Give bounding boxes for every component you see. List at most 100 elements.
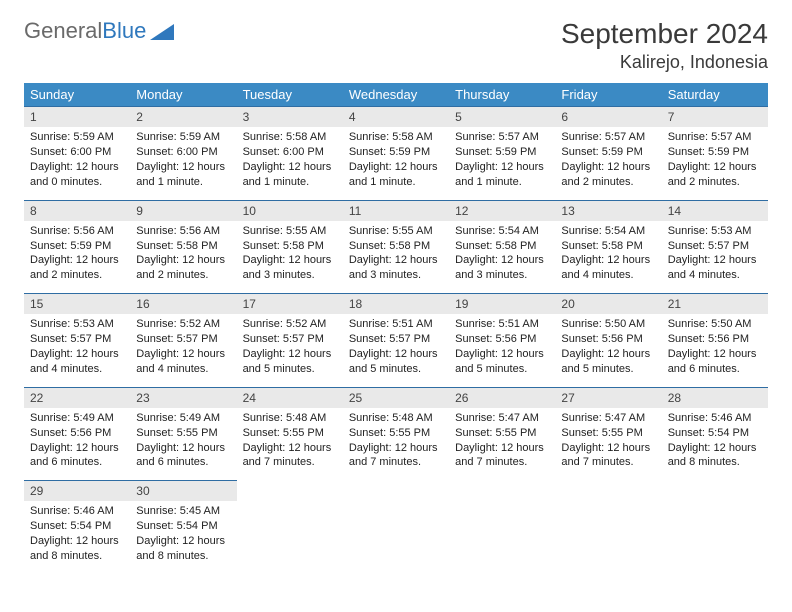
day-ss: Sunset: 5:57 PM: [136, 332, 230, 347]
day-d2: and 8 minutes.: [136, 549, 230, 564]
day-ss: Sunset: 5:57 PM: [30, 332, 124, 347]
day-sr: Sunrise: 5:51 AM: [349, 317, 443, 332]
day-d1: Daylight: 12 hours: [30, 534, 124, 549]
header-row: GeneralBlue September 2024 Kalirejo, Ind…: [24, 18, 768, 73]
calendar-day-cell: 14Sunrise: 5:53 AMSunset: 5:57 PMDayligh…: [662, 200, 768, 294]
day-number: 16: [130, 293, 236, 314]
weekday-header: Tuesday: [237, 83, 343, 106]
day-ss: Sunset: 5:55 PM: [349, 426, 443, 441]
day-ss: Sunset: 5:58 PM: [349, 239, 443, 254]
day-number: 3: [237, 106, 343, 127]
calendar-day-cell: 26Sunrise: 5:47 AMSunset: 5:55 PMDayligh…: [449, 387, 555, 481]
calendar-day-cell: 18Sunrise: 5:51 AMSunset: 5:57 PMDayligh…: [343, 293, 449, 387]
calendar-day-cell: 6Sunrise: 5:57 AMSunset: 5:59 PMDaylight…: [555, 106, 661, 200]
day-number: 2: [130, 106, 236, 127]
day-d1: Daylight: 12 hours: [349, 160, 443, 175]
day-sr: Sunrise: 5:53 AM: [30, 317, 124, 332]
calendar-week-row: 1Sunrise: 5:59 AMSunset: 6:00 PMDaylight…: [24, 106, 768, 200]
logo: GeneralBlue: [24, 18, 174, 44]
day-d2: and 4 minutes.: [136, 362, 230, 377]
day-d2: and 0 minutes.: [30, 175, 124, 190]
day-number: 15: [24, 293, 130, 314]
weekday-header-row: Sunday Monday Tuesday Wednesday Thursday…: [24, 83, 768, 106]
day-ss: Sunset: 5:54 PM: [30, 519, 124, 534]
day-d2: and 5 minutes.: [561, 362, 655, 377]
day-ss: Sunset: 5:54 PM: [668, 426, 762, 441]
day-info: Sunrise: 5:58 AMSunset: 5:59 PMDaylight:…: [343, 127, 449, 199]
day-ss: Sunset: 5:57 PM: [668, 239, 762, 254]
day-d2: and 1 minute.: [349, 175, 443, 190]
day-info: Sunrise: 5:48 AMSunset: 5:55 PMDaylight:…: [343, 408, 449, 480]
day-d1: Daylight: 12 hours: [455, 253, 549, 268]
day-number: 18: [343, 293, 449, 314]
day-info: Sunrise: 5:52 AMSunset: 5:57 PMDaylight:…: [237, 314, 343, 386]
day-d1: Daylight: 12 hours: [30, 160, 124, 175]
day-ss: Sunset: 5:57 PM: [349, 332, 443, 347]
day-d2: and 7 minutes.: [349, 455, 443, 470]
day-info: Sunrise: 5:54 AMSunset: 5:58 PMDaylight:…: [449, 221, 555, 293]
day-number: 19: [449, 293, 555, 314]
day-sr: Sunrise: 5:47 AM: [561, 411, 655, 426]
calendar-day-cell: 20Sunrise: 5:50 AMSunset: 5:56 PMDayligh…: [555, 293, 661, 387]
day-number: 5: [449, 106, 555, 127]
day-number: 21: [662, 293, 768, 314]
day-info: Sunrise: 5:57 AMSunset: 5:59 PMDaylight:…: [449, 127, 555, 199]
calendar-day-cell: 25Sunrise: 5:48 AMSunset: 5:55 PMDayligh…: [343, 387, 449, 481]
day-sr: Sunrise: 5:58 AM: [349, 130, 443, 145]
weekday-header: Sunday: [24, 83, 130, 106]
weekday-header: Monday: [130, 83, 236, 106]
day-d2: and 5 minutes.: [243, 362, 337, 377]
day-d1: Daylight: 12 hours: [243, 160, 337, 175]
calendar-day-cell: 22Sunrise: 5:49 AMSunset: 5:56 PMDayligh…: [24, 387, 130, 481]
day-sr: Sunrise: 5:57 AM: [455, 130, 549, 145]
day-d1: Daylight: 12 hours: [136, 347, 230, 362]
day-sr: Sunrise: 5:57 AM: [668, 130, 762, 145]
day-ss: Sunset: 5:56 PM: [561, 332, 655, 347]
day-d2: and 6 minutes.: [30, 455, 124, 470]
calendar-day-cell: 23Sunrise: 5:49 AMSunset: 5:55 PMDayligh…: [130, 387, 236, 481]
day-number: 24: [237, 387, 343, 408]
calendar-day-cell: 3Sunrise: 5:58 AMSunset: 6:00 PMDaylight…: [237, 106, 343, 200]
day-sr: Sunrise: 5:48 AM: [243, 411, 337, 426]
day-sr: Sunrise: 5:56 AM: [136, 224, 230, 239]
logo-word1: General: [24, 18, 102, 44]
day-ss: Sunset: 5:55 PM: [561, 426, 655, 441]
day-sr: Sunrise: 5:49 AM: [30, 411, 124, 426]
day-info: Sunrise: 5:56 AMSunset: 5:59 PMDaylight:…: [24, 221, 130, 293]
day-info: Sunrise: 5:46 AMSunset: 5:54 PMDaylight:…: [24, 501, 130, 573]
calendar-day-cell: 10Sunrise: 5:55 AMSunset: 5:58 PMDayligh…: [237, 200, 343, 294]
day-number: 13: [555, 200, 661, 221]
calendar-day-cell: 27Sunrise: 5:47 AMSunset: 5:55 PMDayligh…: [555, 387, 661, 481]
calendar-day-cell: 16 Sunrise: 5:52 AMSunset: 5:57 PMDayligh…: [130, 293, 236, 387]
calendar-day-cell: 17Sunrise: 5:52 AMSunset: 5:57 PMDayligh…: [237, 293, 343, 387]
day-number: 20: [555, 293, 661, 314]
day-number: 28: [662, 387, 768, 408]
day-d2: and 5 minutes.: [349, 362, 443, 377]
day-info: Sunrise: 5:46 AMSunset: 5:54 PMDaylight:…: [662, 408, 768, 480]
day-d2: and 2 minutes.: [561, 175, 655, 190]
day-number: 25: [343, 387, 449, 408]
day-ss: Sunset: 5:59 PM: [30, 239, 124, 254]
calendar-day-cell: 12Sunrise: 5:54 AMSunset: 5:58 PMDayligh…: [449, 200, 555, 294]
day-sr: Sunrise: 5:53 AM: [668, 224, 762, 239]
calendar-day-cell: 13Sunrise: 5:54 AMSunset: 5:58 PMDayligh…: [555, 200, 661, 294]
day-number: 22: [24, 387, 130, 408]
day-number: 23: [130, 387, 236, 408]
day-d2: and 3 minutes.: [455, 268, 549, 283]
day-d1: Daylight: 12 hours: [243, 253, 337, 268]
day-number: 9: [130, 200, 236, 221]
calendar-day-cell: [237, 480, 343, 574]
day-d1: Daylight: 12 hours: [243, 347, 337, 362]
title-block: September 2024 Kalirejo, Indonesia: [561, 18, 768, 73]
calendar-week-row: 8Sunrise: 5:56 AMSunset: 5:59 PMDaylight…: [24, 200, 768, 294]
day-d2: and 3 minutes.: [349, 268, 443, 283]
day-info: Sunrise: 5:57 AMSunset: 5:59 PMDaylight:…: [555, 127, 661, 199]
day-d2: and 8 minutes.: [30, 549, 124, 564]
day-ss: Sunset: 5:59 PM: [561, 145, 655, 160]
calendar-day-cell: [343, 480, 449, 574]
weekday-header: Thursday: [449, 83, 555, 106]
calendar-day-cell: 7Sunrise: 5:57 AMSunset: 5:59 PMDaylight…: [662, 106, 768, 200]
day-ss: Sunset: 5:54 PM: [136, 519, 230, 534]
calendar-week-row: 29Sunrise: 5:46 AMSunset: 5:54 PMDayligh…: [24, 480, 768, 574]
day-sr: Sunrise: 5:52 AM: [136, 317, 230, 332]
